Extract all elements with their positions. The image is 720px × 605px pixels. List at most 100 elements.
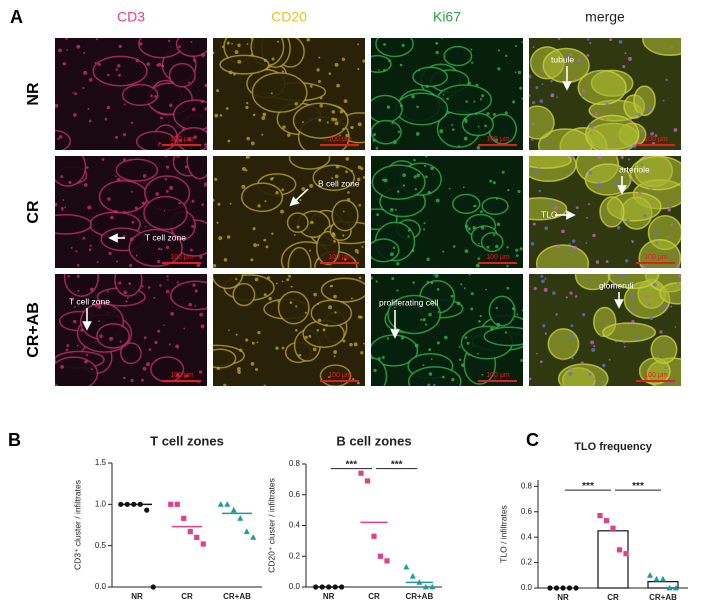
tubule-shape — [371, 164, 426, 200]
cell-dot — [282, 125, 286, 129]
cell-dot — [166, 165, 170, 169]
cell-dot — [226, 235, 231, 239]
cell-dot — [492, 181, 496, 185]
cell-dot — [608, 358, 611, 361]
cell-dot — [95, 38, 98, 41]
texture — [529, 156, 681, 268]
cell-dot — [441, 375, 445, 379]
cell-dot — [664, 366, 667, 370]
cell-dot — [458, 345, 461, 348]
cell-dot — [141, 285, 144, 288]
bar — [597, 530, 629, 589]
cell-dot — [55, 202, 58, 207]
tubule-shape — [407, 366, 462, 386]
cell-dot — [667, 235, 670, 238]
tubule-shape — [251, 72, 308, 114]
cell-dot — [245, 338, 249, 342]
tubule-shape — [602, 322, 657, 343]
cell-dot — [674, 326, 677, 328]
cell-dot — [485, 288, 487, 291]
cell-dot — [271, 57, 275, 61]
x-tick-label: NR — [557, 593, 569, 602]
significance-label: *** — [582, 481, 594, 492]
cell-dot — [616, 142, 618, 145]
cell-dot — [497, 67, 501, 71]
cell-dot — [396, 262, 400, 266]
cell-dot — [334, 62, 339, 67]
cell-dot — [82, 236, 86, 240]
cell-dot — [353, 342, 358, 347]
cell-dot — [250, 362, 255, 366]
cell-dot — [480, 210, 483, 214]
cell-dot — [592, 377, 596, 381]
cell-dot — [80, 328, 84, 332]
data-point — [623, 551, 629, 557]
cell-dot — [629, 146, 632, 149]
cell-dot — [193, 58, 197, 62]
cell-dot — [604, 118, 607, 121]
cell-dot — [625, 259, 629, 263]
cell-dot — [554, 205, 558, 210]
cell-dot — [176, 281, 179, 284]
cell-dot — [517, 70, 522, 75]
cell-dot — [213, 263, 217, 268]
scale-bar-label: 100 μm — [644, 136, 668, 143]
cell-dot — [117, 64, 121, 68]
x-tick-label: CR+AB — [405, 592, 433, 601]
cell-dot — [357, 122, 362, 127]
cell-dot — [550, 79, 553, 83]
tubule-shape — [395, 92, 449, 126]
tubule-shape — [642, 38, 681, 57]
cell-dot — [458, 358, 462, 362]
cell-dot — [270, 92, 273, 95]
cell-dot — [450, 294, 454, 298]
scale-bar-label: 100 μm — [486, 372, 510, 379]
cell-dot — [328, 305, 333, 310]
cell-dot — [313, 292, 317, 297]
cell-dot — [265, 245, 269, 249]
cell-dot — [158, 141, 162, 145]
cell-dot — [188, 302, 193, 307]
cell-dot — [76, 274, 80, 278]
data-point — [326, 584, 332, 590]
cell-dot — [609, 38, 613, 42]
texture — [529, 274, 681, 386]
cell-dot — [414, 187, 418, 191]
cell-dot — [428, 312, 432, 317]
cell-dot — [304, 311, 307, 314]
cell-dot — [539, 360, 543, 364]
cell-dot — [640, 130, 644, 133]
cell-dot — [306, 38, 311, 42]
cell-dot — [520, 358, 523, 362]
x-tick-label: CR+AB — [649, 593, 677, 602]
cell-dot — [75, 250, 78, 253]
cell-dot — [533, 286, 537, 291]
cell-dot — [313, 236, 316, 238]
cell-dot — [223, 258, 228, 262]
cell-dot — [123, 133, 127, 137]
cell-dot — [397, 130, 401, 134]
cell-dot — [565, 296, 568, 299]
cell-dot — [183, 327, 186, 330]
cell-dot — [312, 347, 317, 352]
cell-dot — [213, 51, 215, 55]
cell-dot — [191, 224, 195, 229]
cell-dot — [564, 55, 568, 58]
cell-dot — [451, 123, 454, 126]
cell-dot — [165, 245, 170, 250]
tubule-shape — [287, 246, 312, 268]
cell-dot — [66, 49, 69, 52]
tubule-shape — [115, 158, 159, 182]
cell-dot — [116, 260, 119, 263]
cell-dot — [203, 182, 207, 186]
texture — [529, 38, 681, 150]
cell-dot — [255, 367, 259, 371]
cell-dot — [72, 319, 77, 324]
cell-dot — [665, 78, 669, 82]
tubule-shape — [488, 295, 516, 327]
cell-dot — [383, 68, 386, 72]
cell-dot — [476, 352, 479, 355]
tubule-shape — [170, 280, 207, 311]
cell-dot — [123, 210, 126, 214]
cell-dot — [286, 278, 290, 282]
